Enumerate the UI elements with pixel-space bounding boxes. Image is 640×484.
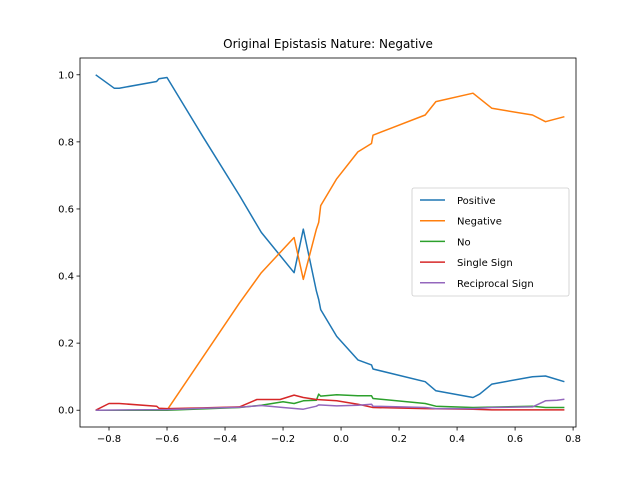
legend-label-negative: Negative — [457, 217, 502, 228]
y-axis: 0.0 0.2 0.4 0.6 0.8 1.0 — [58, 70, 80, 417]
legend-frame — [411, 187, 570, 297]
y-tick-label: 1.0 — [58, 70, 74, 81]
series-line-reciprocal-sign — [95, 398, 565, 411]
x-tick-label: 0.4 — [449, 434, 465, 445]
x-tick-label: 0.0 — [333, 434, 349, 445]
legend: Positive Negative No Single Sign Reciprocal … — [411, 187, 570, 297]
y-tick-label: 0.4 — [58, 272, 74, 283]
legend-label-reciprocal-sign: Reciprocal Sign — [457, 279, 534, 290]
legend-label-single-sign: Single Sign — [457, 258, 513, 269]
x-axis: −0.8 −0.6 −0.4 −0.2 0.0 0.2 0.4 0.6 0.8 — [97, 427, 581, 445]
axes-frame — [79, 57, 577, 428]
x-tick-label: −0.6 — [155, 434, 179, 445]
plot-lines — [95, 74, 565, 411]
y-tick-label: 0.8 — [58, 137, 74, 148]
y-tick-label: 0.0 — [58, 406, 74, 417]
y-tick-label: 0.6 — [58, 204, 74, 215]
series-line-single-sign — [95, 394, 565, 411]
x-tick-label: 0.8 — [565, 434, 581, 445]
x-tick-label: −0.2 — [271, 434, 295, 445]
chart-title: Original Epistasis Nature: Negative — [223, 37, 433, 51]
legend-label-no: No — [457, 237, 471, 248]
x-tick-label: 0.6 — [507, 434, 523, 445]
x-tick-label: −0.4 — [213, 434, 237, 445]
series-line-no — [95, 393, 565, 411]
series-line-negative — [95, 92, 565, 411]
legend-label-positive: Positive — [457, 196, 496, 207]
y-tick-label: 0.2 — [58, 339, 74, 350]
series-line-positive — [95, 74, 565, 399]
x-tick-label: 0.2 — [391, 434, 407, 445]
x-tick-label: −0.8 — [97, 434, 121, 445]
